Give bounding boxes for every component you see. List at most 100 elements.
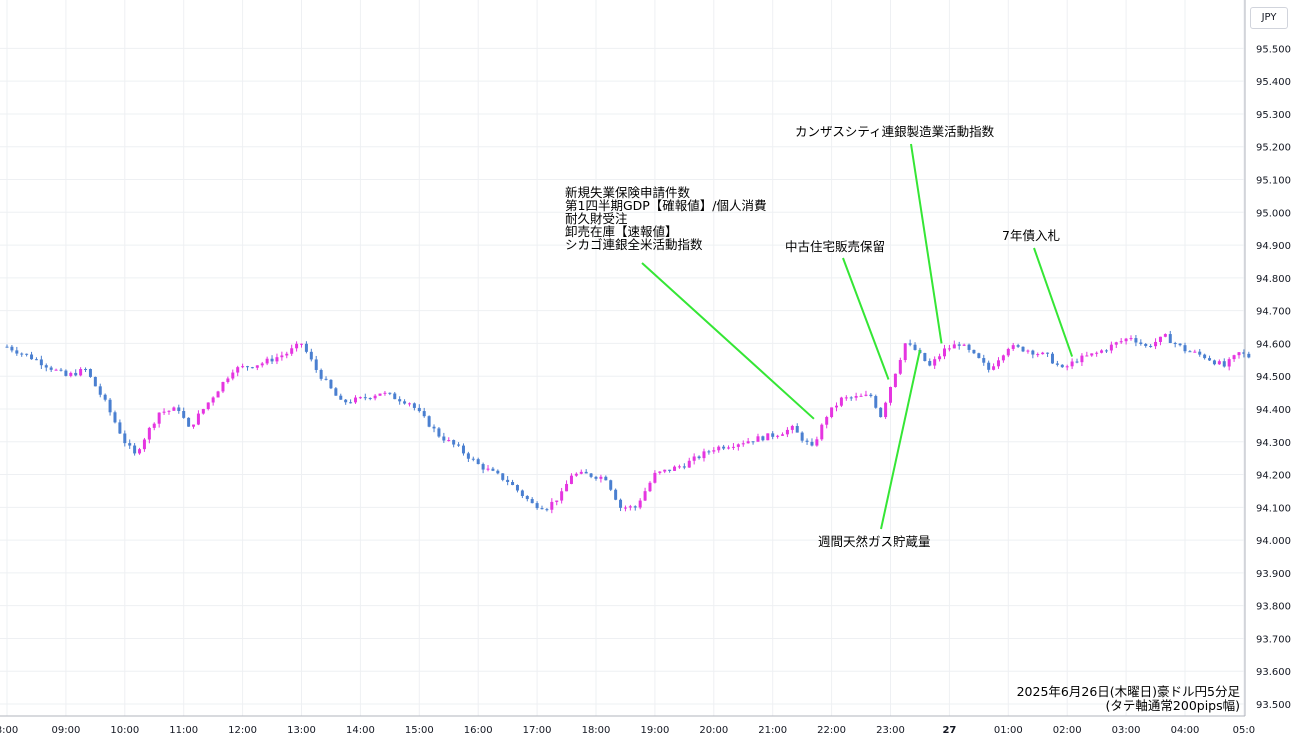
y-tick-label: 95.100 [1256, 176, 1291, 187]
candle-body [241, 366, 245, 368]
x-tick-label: 8:00 [0, 725, 18, 736]
candle-body [270, 358, 274, 362]
caption-line-2: (タテ軸通常200pips幅) [1106, 698, 1240, 713]
candle-body [1080, 355, 1084, 363]
candle-body [673, 466, 677, 471]
candle-body [1129, 338, 1133, 340]
x-tick-label: 05:0 [1233, 725, 1255, 736]
candle-body [1222, 361, 1226, 367]
candle-body [746, 441, 750, 444]
candle-body [196, 413, 200, 425]
x-tick-label: 16:00 [464, 725, 493, 736]
candle-body [1139, 342, 1143, 344]
candle-body [992, 366, 996, 370]
candle-body [231, 372, 235, 379]
x-tick-label: 03:00 [1112, 725, 1141, 736]
candle-body [712, 450, 716, 452]
y-tick-label: 94.600 [1256, 339, 1291, 350]
x-tick-label: 09:00 [51, 725, 80, 736]
candle-body [290, 348, 294, 354]
x-tick-label: 17:00 [523, 725, 552, 736]
y-tick-label: 93.700 [1256, 634, 1291, 645]
candle-body [594, 476, 598, 479]
candle-body [982, 358, 986, 363]
candle-body [903, 343, 907, 361]
candle-body [84, 369, 88, 371]
candle-body [300, 343, 303, 345]
candle-body [1163, 334, 1167, 337]
y-tick-label: 94.900 [1256, 241, 1291, 252]
candle-body [437, 428, 441, 437]
candle-body [938, 356, 942, 360]
x-tick-label: 11:00 [169, 725, 198, 736]
annotation-label-chicago: 新規失業保険申請件数 [565, 185, 691, 200]
candle-body [854, 396, 858, 398]
candle-body [295, 343, 299, 349]
candle-body [864, 394, 868, 396]
candle-body [34, 359, 38, 361]
candle-body [88, 369, 92, 377]
candle-body [481, 464, 485, 470]
candle-body [766, 433, 770, 441]
candle-body [604, 476, 608, 481]
annotation-label-chicago: 第1四半期GDP【確報値】/個人消費 [565, 198, 767, 213]
x-tick-label: 02:00 [1053, 725, 1082, 736]
y-tick-label: 94.400 [1256, 405, 1291, 416]
candle-body [1208, 358, 1212, 361]
y-tick-label: 93.600 [1256, 667, 1291, 678]
candle-body [560, 491, 564, 501]
candle-body [677, 466, 681, 468]
y-tick-label: 94.800 [1256, 274, 1291, 285]
candle-body [1085, 355, 1089, 357]
candle-body [751, 441, 755, 443]
candle-body [10, 346, 14, 351]
candle-body [393, 393, 397, 400]
x-tick-label: 18:00 [582, 725, 611, 736]
candle-body [977, 353, 981, 359]
candle-body [324, 378, 328, 380]
candle-body [1242, 352, 1246, 354]
candle-body [839, 397, 843, 406]
candle-body [628, 506, 632, 508]
annotation-leader-line [880, 349, 921, 530]
candle-body [309, 351, 313, 360]
annotation-label-chicago: 卸売在庫【速報値】 [565, 224, 678, 239]
candle-body [805, 440, 809, 442]
currency-label[interactable]: JPY [1250, 7, 1288, 29]
candle-body [1055, 363, 1059, 365]
candle-body [790, 425, 794, 430]
candle-body [658, 471, 662, 473]
candle-body [609, 480, 613, 490]
candle-body [1227, 359, 1231, 367]
candle-body [255, 365, 259, 368]
x-tick-label: 22:00 [817, 725, 846, 736]
candle-body [579, 471, 583, 474]
candle-body [702, 451, 706, 459]
candle-body [432, 426, 436, 429]
candle-body [275, 357, 279, 362]
candle-body [1144, 343, 1148, 346]
candle-body [457, 444, 461, 446]
candle-body [1090, 353, 1094, 356]
candle-body [835, 405, 839, 408]
candle-body [403, 401, 407, 404]
annotation-leader-line [910, 143, 943, 344]
candle-body [59, 369, 63, 371]
candle-body [152, 423, 156, 428]
candle-body [849, 397, 853, 399]
candle-body [1095, 352, 1099, 354]
candle-body [1119, 341, 1123, 343]
candle-body [967, 344, 971, 350]
candle-body [314, 359, 318, 370]
x-tick-label: 14:00 [346, 725, 375, 736]
candle-body [113, 412, 117, 423]
y-tick-label: 95.500 [1256, 44, 1291, 55]
candle-body [1060, 364, 1064, 368]
candle-body [1065, 366, 1069, 368]
x-tick-label: 27 [942, 725, 956, 736]
candle-body [889, 386, 892, 403]
candle-body [555, 500, 559, 502]
candle-body [884, 402, 888, 418]
candle-body [427, 416, 431, 427]
